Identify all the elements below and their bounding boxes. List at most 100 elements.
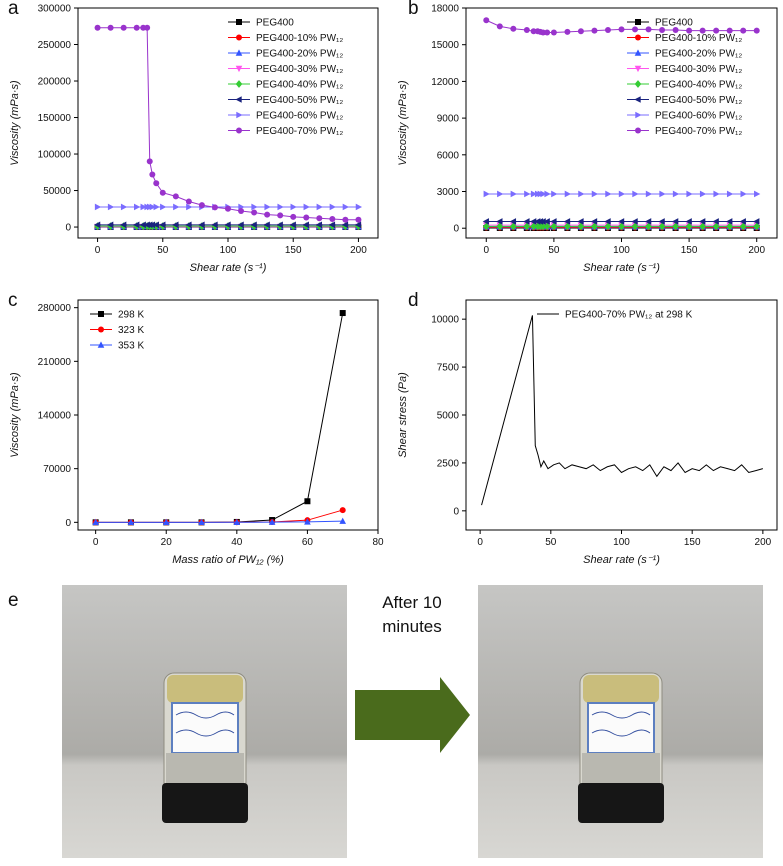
data-point [185,221,192,229]
data-point [152,221,159,229]
y-tick-label: 3000 [437,187,460,198]
legend-marker [634,80,642,88]
data-point [483,17,490,24]
data-point [149,171,156,178]
data-point [482,222,490,231]
y-axis-label: Shear stress (Pa) [397,372,409,458]
legend-label: PEG400-40% PW₁₂ [256,80,343,91]
data-point [659,190,666,198]
series-line [481,315,763,506]
data-point [198,221,205,229]
data-point [304,498,311,505]
data-point [133,221,140,229]
data-point [530,222,537,231]
legend-marker [635,19,641,25]
data-point [551,190,558,198]
photo-after [477,584,764,859]
data-point [544,29,551,36]
series-line [95,520,343,523]
data-point [540,190,547,198]
legend-marker [98,311,104,317]
data-point [303,214,310,221]
data-point [144,24,151,31]
data-point [544,190,551,198]
x-tick-label: 200 [350,245,367,256]
data-point [659,27,666,34]
data-point [740,190,747,198]
data-point [523,218,530,225]
data-point [564,28,571,35]
data-point [342,216,349,223]
x-tick-label: 40 [231,537,243,548]
data-point [237,221,244,229]
data-point [153,180,160,187]
data-point [290,213,297,220]
panel-label: c [8,290,18,311]
legend-marker [236,127,242,134]
data-point [645,26,652,33]
data-point [304,518,311,525]
data-point [316,215,323,222]
data-point [550,29,557,36]
y-axis-label: Viscosity (mPa·s) [9,80,21,166]
data-point [645,190,653,198]
data-point [198,518,205,526]
legend-label: PEG400-70% PW₁₂ [256,126,343,137]
data-point [211,204,218,211]
data-point [225,205,231,212]
legend-label: 323 K [118,325,144,336]
arrow [355,677,470,753]
y-tick-label: 100000 [38,150,72,161]
y-tick-label: 18000 [431,4,459,15]
data-point [290,203,297,211]
y-tick-label: 50000 [43,186,71,197]
x-tick-label: 0 [484,245,490,256]
data-point [342,203,349,211]
data-point [530,190,538,198]
data-point [341,221,349,229]
data-point [713,190,720,198]
data-point [509,218,517,225]
data-point [277,212,284,219]
legend-label: PEG400-30% PW₁₂ [256,64,343,75]
data-point [726,27,733,34]
x-tick-label: 0 [477,537,483,548]
data-point [591,222,598,231]
legend-marker [97,341,105,348]
x-tick-label: 150 [684,537,701,548]
data-point [605,190,612,198]
y-tick-label: 280000 [38,303,72,314]
panel-label: b [408,0,419,19]
data-point [224,221,231,229]
data-point [686,190,693,198]
legend-label: PEG400-10% PW₁₂ [655,33,742,44]
data-point [148,221,156,229]
y-tick-label: 5000 [437,411,460,422]
data-point [159,189,166,196]
data-point [671,218,679,225]
data-point [645,222,652,231]
y-tick-label: 9000 [437,114,460,125]
data-point [550,218,557,225]
data-point [496,218,503,225]
data-point [329,216,336,223]
data-point [699,222,706,231]
y-tick-label: 15000 [431,40,459,51]
data-point [510,222,517,231]
data-point [753,218,760,225]
x-tick-label: 50 [545,537,557,548]
legend-label: PEG400-10% PW₁₂ [256,33,343,44]
panel-label: e [8,590,19,611]
panel-label: d [408,290,419,311]
data-point [699,190,707,198]
data-point [523,27,530,34]
x-tick-label: 50 [157,245,169,256]
x-tick-label: 100 [613,245,630,256]
data-point [162,518,170,526]
y-tick-label: 0 [65,518,71,529]
x-axis-label: Shear rate (s⁻¹) [190,262,267,274]
data-point [577,222,585,231]
data-point [482,218,489,225]
data-point [277,203,284,211]
